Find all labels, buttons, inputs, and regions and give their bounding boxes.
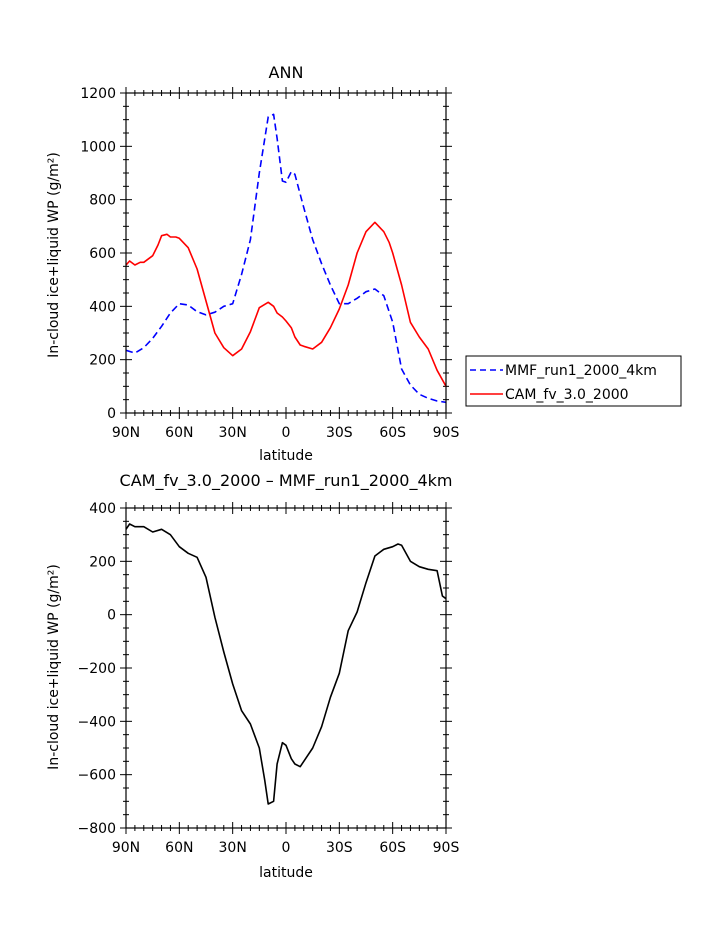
bottom-x-tick-label: 0 [282,840,291,856]
top-y-tick-label: 0 [107,406,116,422]
top-x-tick-label: 90N [112,425,140,441]
bottom-x-tick-label: 30S [326,840,353,856]
bottom-y-axis-label: In-cloud ice+liquid WP (g/m²) [46,564,62,770]
top-y-tick-label: 800 [89,193,116,209]
top-y-tick-label: 600 [89,246,116,262]
legend-box [465,355,682,407]
bottom-y-tick-label: 400 [89,501,116,517]
bottom-x-tick-label: 60S [379,840,406,856]
legend: MMF_run1_2000_4km CAM_fv_3.0_2000 [465,355,682,407]
bottom-x-tick-label: 60N [165,840,193,856]
bottom-y-tick-label: −600 [78,768,116,784]
top-series-line-0 [125,113,447,404]
top-y-tick-label: 1000 [80,139,116,155]
bottom-y-tick-label: −400 [78,714,116,730]
legend-label-cam: CAM_fv_3.0_2000 [505,387,629,403]
bottom-chart-title: CAM_fv_3.0_2000 – MMF_run1_2000_4km [120,471,453,491]
top-panel: ANN In-cloud ice+liquid WP (g/m²) latitu… [46,63,459,464]
top-x-tick-label: 60N [165,425,193,441]
top-axis-ticks: 0 200 400 600 800 1000 1200 90N 60N 30N 0 30S 60S 90S [80,86,459,441]
top-y-tick-label: 1200 [80,86,116,102]
bottom-y-tick-label: 0 [107,608,116,624]
bottom-plot-frame [125,507,447,829]
bottom-panel: CAM_fv_3.0_2000 – MMF_run1_2000_4km In-c… [46,471,459,881]
legend-label-mmf: MMF_run1_2000_4km [505,363,657,379]
bottom-series-lines [125,523,447,805]
top-x-axis-label: latitude [259,448,313,464]
bottom-y-tick-label: 200 [89,554,116,570]
top-x-tick-label: 30S [326,425,353,441]
bottom-x-tick-label: 90N [112,840,140,856]
bottom-y-tick-label: −200 [78,661,116,677]
top-x-tick-label: 0 [282,425,291,441]
top-y-tick-label: 400 [89,299,116,315]
top-chart-title: ANN [269,63,304,82]
bottom-series-line-0 [125,523,447,805]
top-y-tick-label: 200 [89,353,116,369]
top-x-tick-label: 60S [379,425,406,441]
bottom-x-tick-label: 90S [433,840,460,856]
top-series-line-1 [125,221,447,387]
top-x-tick-label: 30N [219,425,247,441]
bottom-y-tick-label: −800 [78,821,116,837]
bottom-x-axis-label: latitude [259,865,313,881]
top-series-lines [125,113,447,404]
top-x-tick-label: 90S [433,425,460,441]
bottom-x-tick-label: 30N [219,840,247,856]
top-plot-frame [125,92,447,414]
top-y-axis-label: In-cloud ice+liquid WP (g/m²) [46,152,62,358]
